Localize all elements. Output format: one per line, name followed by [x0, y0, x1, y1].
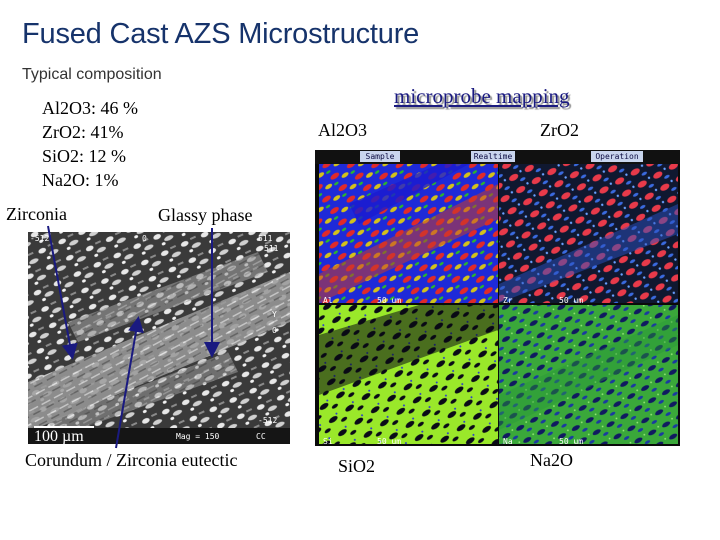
composition-zro2: ZrO2: 41%	[42, 122, 124, 142]
saint-gobain-logo-text: SAINT-GOBAIN	[498, 508, 588, 522]
microprobe-toolbar: Sample Realtime Operation	[315, 150, 680, 164]
panel-zr-map	[499, 164, 678, 303]
panel-al-map	[319, 164, 498, 303]
label-eutectic: Corundum / Zirconia eutectic	[25, 450, 238, 470]
bottom-label-na2o: Na2O	[530, 450, 573, 470]
panel-na-element: Na	[503, 437, 513, 446]
composition-heading: Typical composition	[22, 66, 162, 83]
panel-si-scale: 50 um	[377, 437, 402, 446]
panel-si-map	[319, 305, 498, 444]
scale-bar-label: 100 µm	[34, 428, 84, 445]
sem-coord-top-right: 511	[258, 234, 273, 243]
sem-coord-right-0: 0	[272, 326, 277, 335]
composition-list: Al2O3: 46 % ZrO2: 41% SiO2: 12 % Na2O: 1…	[42, 96, 138, 192]
toolbar-operation: Operation	[591, 151, 643, 162]
composition-al2o3: Al2O3: 46 %	[42, 98, 138, 118]
panel-al-element: Al	[323, 296, 333, 305]
sem-micrograph: -512 0 511 511 Y 0 -512 Mag = 150 CC	[28, 232, 290, 444]
label-glassy-phase: Glassy phase	[158, 205, 253, 225]
panel-na-scale: 50 um	[559, 437, 584, 446]
microprobe-title: microprobe mapping	[394, 84, 570, 108]
sem-coord-right-1: 511	[264, 244, 279, 253]
column-label-zro2: ZrO2	[540, 120, 579, 140]
composition-na2o: Na2O: 1%	[42, 170, 119, 190]
slide-title: Fused Cast AZS Microstructure	[22, 18, 420, 50]
panel-zr-element: Zr	[503, 296, 513, 305]
microprobe-composite: Sample Realtime Operation	[315, 150, 680, 446]
panel-si-element: Si	[323, 437, 333, 446]
panel-na-map	[499, 305, 678, 444]
label-zirconia: Zirconia	[6, 204, 67, 224]
sem-magnification: Mag = 150	[176, 432, 220, 441]
sem-cc: CC	[256, 432, 266, 441]
scale-bar: 100 µm	[34, 426, 94, 446]
column-label-al2o3: Al2O3	[318, 120, 367, 140]
scale-bar-line	[34, 426, 94, 428]
sem-coord-right-neg: -512	[258, 416, 278, 425]
sem-coord-y: Y	[272, 310, 277, 319]
toolbar-sample: Sample	[360, 151, 400, 162]
bottom-label-sio2: SiO2	[338, 456, 376, 476]
panel-zr-scale: 50 um	[559, 296, 584, 305]
sem-coord-top-left: -512	[30, 234, 50, 243]
panel-al-scale: 50 um	[377, 296, 402, 305]
toolbar-realtime: Realtime	[471, 151, 515, 162]
sem-coord-top-mid: 0	[142, 234, 147, 243]
composition-sio2: SiO2: 12 %	[42, 146, 127, 166]
saint-gobain-logo-icon	[509, 494, 577, 507]
